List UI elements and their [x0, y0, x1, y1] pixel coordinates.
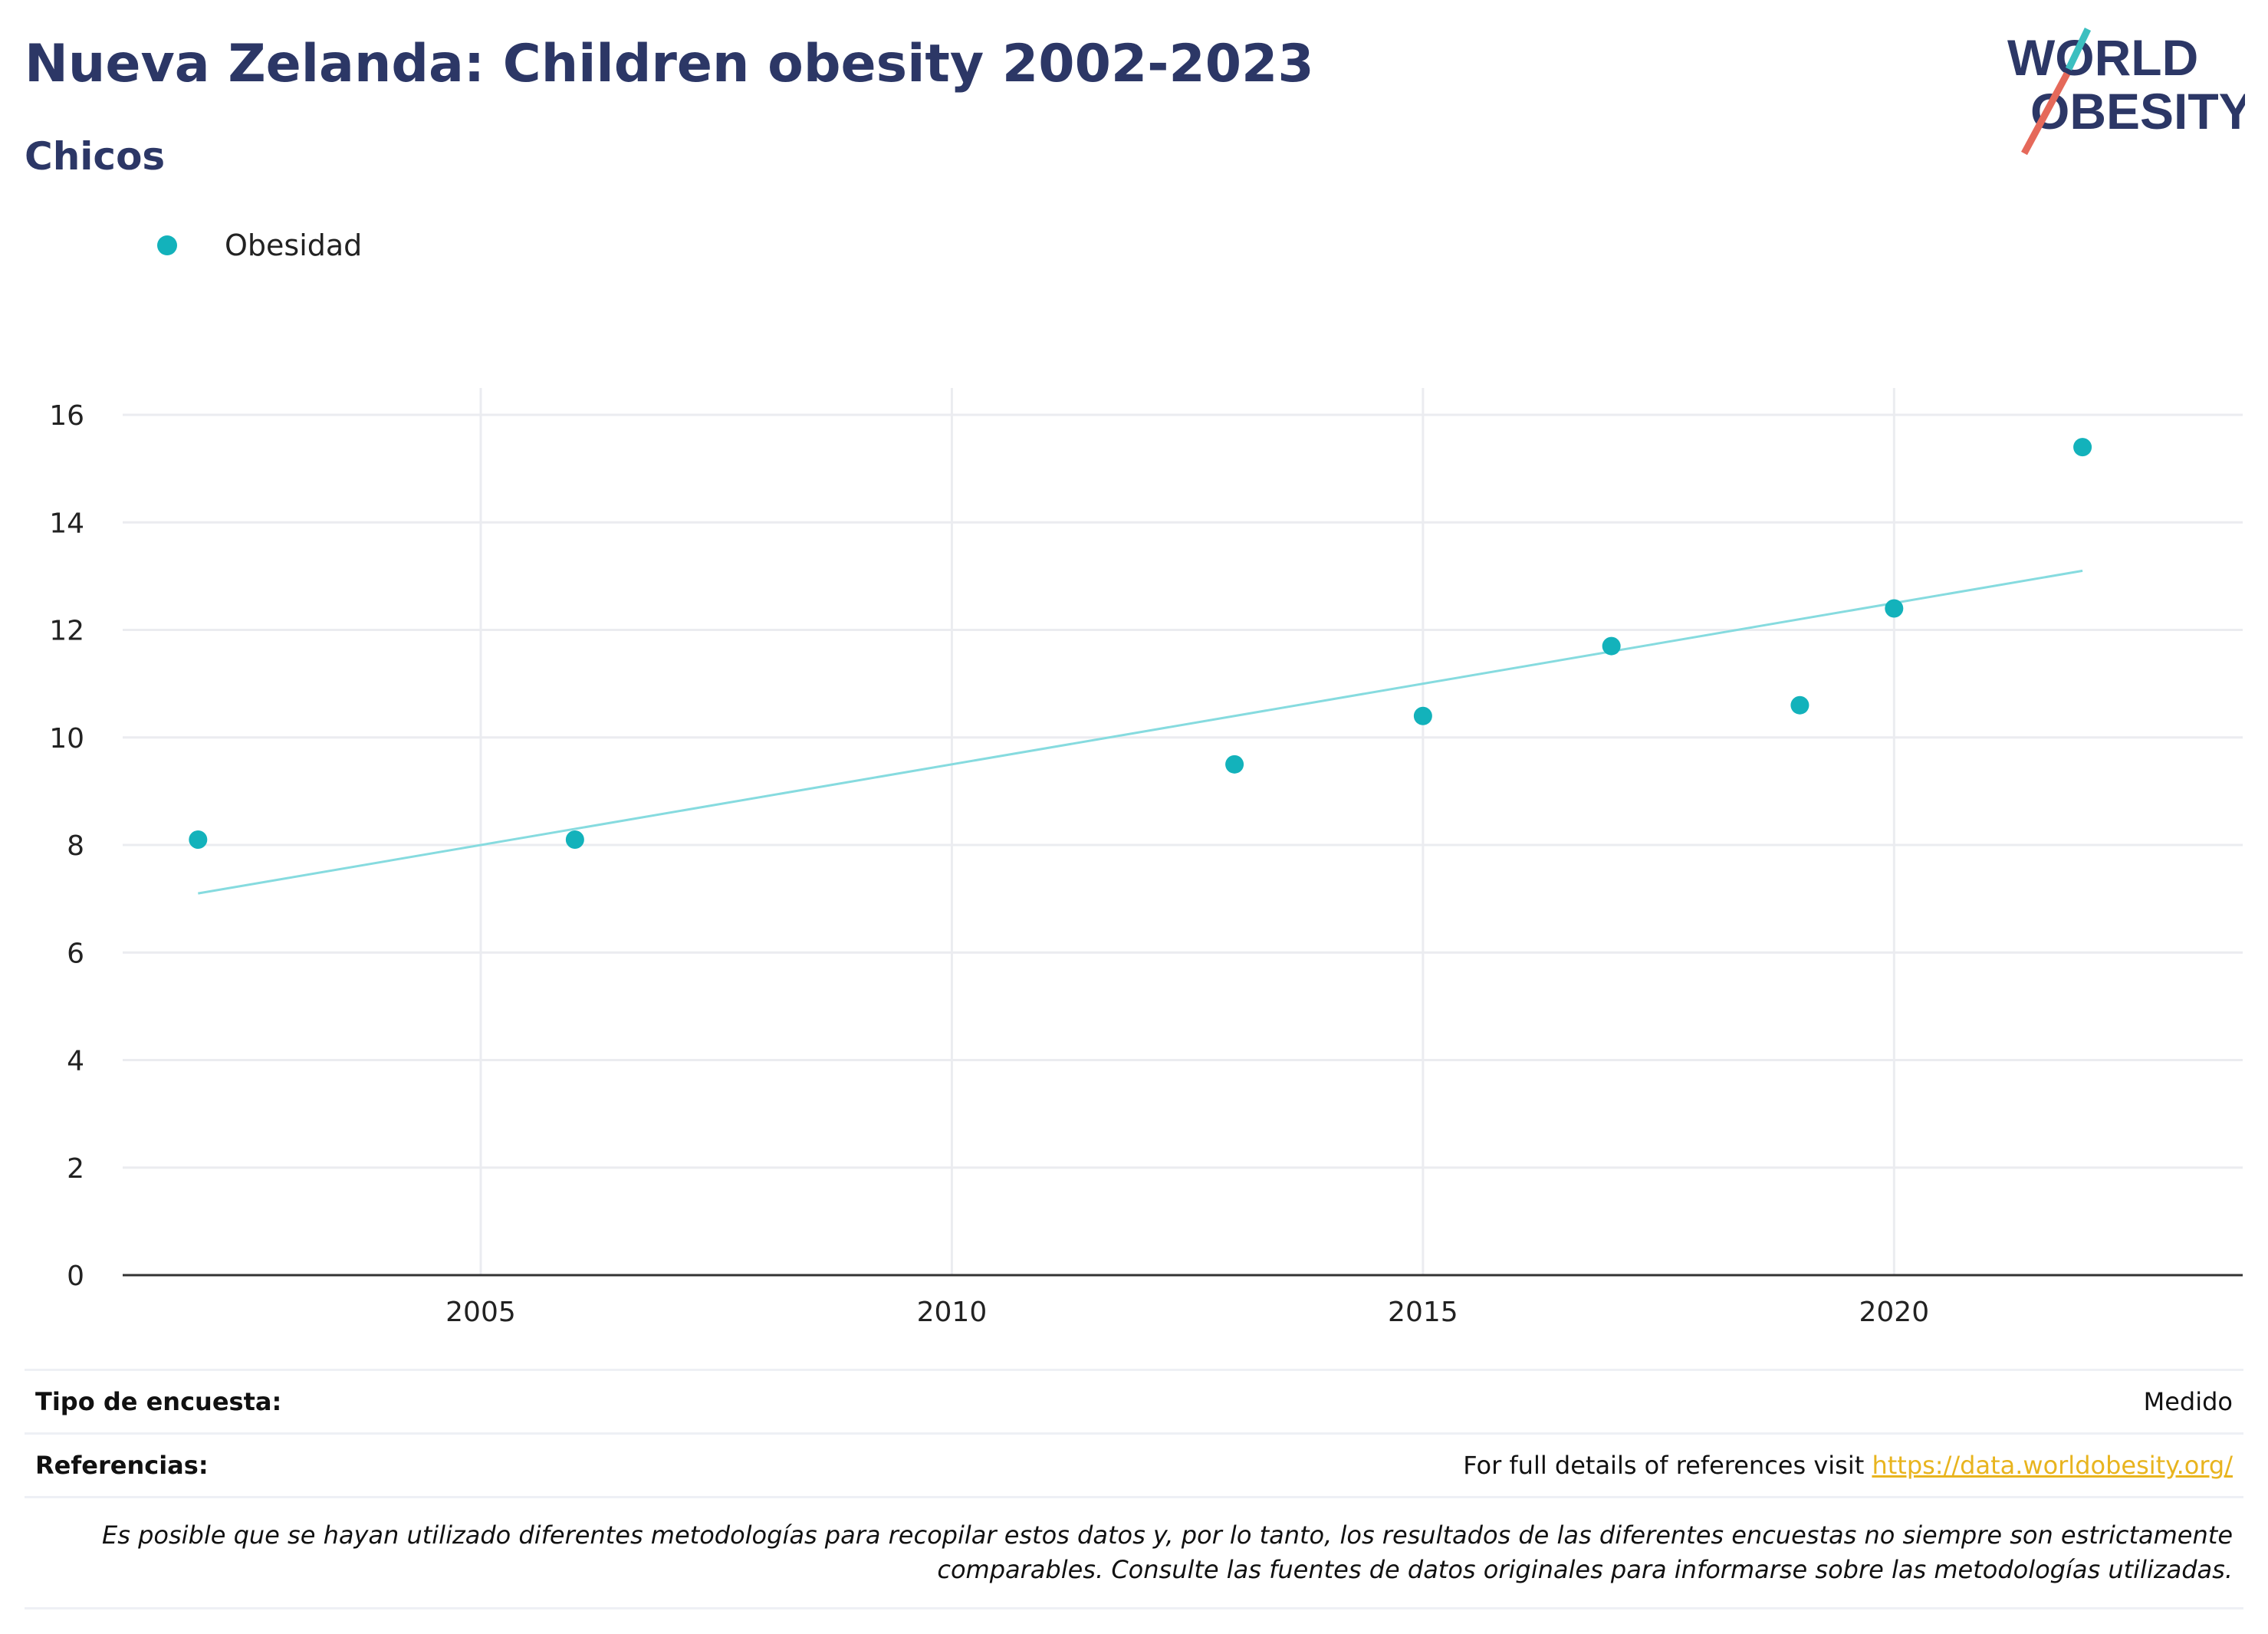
- logo-line-1: WORLD: [2007, 29, 2198, 86]
- survey-type-value: Medido: [2143, 1387, 2233, 1416]
- trend-layer: [198, 569, 2083, 895]
- survey-type-label: Tipo de encuesta:: [35, 1387, 282, 1416]
- data-point: [565, 830, 584, 850]
- references-text: For full details of references visit: [1463, 1451, 1872, 1480]
- data-point: [1225, 755, 1244, 774]
- chart-subtitle: Chicos: [25, 134, 166, 179]
- data-point: [1602, 636, 1621, 656]
- y-tick-label: 10: [49, 723, 84, 755]
- references-label: Referencias:: [35, 1451, 209, 1480]
- x-tick-label: 2010: [917, 1297, 988, 1327]
- legend-label: Obesidad: [225, 228, 363, 262]
- y-tick-label: 14: [49, 508, 84, 539]
- world-obesity-logo: WORLD OBESITY: [2007, 28, 2245, 156]
- data-point: [1790, 695, 1809, 715]
- tick-layer: 0 2 4 6 8 10 12 14 16 2005 2010 2015 2020: [49, 400, 1929, 1327]
- references-value: For full details of references visit htt…: [1463, 1451, 2233, 1480]
- data-point: [2073, 438, 2092, 457]
- x-tick-label: 2005: [445, 1297, 516, 1327]
- survey-type-row: Tipo de encuesta: Medido: [25, 1369, 2243, 1432]
- grid-layer: [123, 388, 2243, 1277]
- y-tick-label: 4: [67, 1046, 84, 1077]
- data-point: [1885, 599, 1904, 618]
- data-point: [189, 830, 208, 850]
- y-tick-label: 6: [67, 938, 84, 969]
- x-tick-label: 2015: [1388, 1297, 1458, 1327]
- references-row: Referencias: For full details of referen…: [25, 1432, 2243, 1496]
- legend-marker: [157, 235, 177, 255]
- y-tick-label: 12: [49, 616, 84, 647]
- methodology-note: Es posible que se hayan utilizado difere…: [25, 1496, 2243, 1609]
- references-link[interactable]: https://data.worldobesity.org/: [1872, 1451, 2233, 1480]
- chart-title: Nueva Zelanda: Children obesity 2002-202…: [25, 34, 1314, 94]
- logo-slash-teal: [2065, 28, 2092, 71]
- logo-slash-coral: [2021, 71, 2070, 156]
- scatter-chart: 0 2 4 6 8 10 12 14 16 2005 2010 2015 2020: [49, 388, 2243, 1327]
- y-tick-label: 8: [67, 830, 84, 862]
- y-tick-label: 2: [67, 1153, 84, 1185]
- logo-line-2: OBESITY: [2030, 83, 2245, 140]
- y-tick-label: 16: [49, 400, 84, 432]
- legend[interactable]: Obesidad: [157, 228, 362, 262]
- x-tick-label: 2020: [1859, 1297, 1929, 1327]
- point-layer: [189, 438, 2092, 850]
- data-point: [1413, 706, 1432, 725]
- y-tick-label: 0: [67, 1261, 84, 1292]
- trend-line: [198, 569, 2083, 895]
- footer-table: Tipo de encuesta: Medido Referencias: Fo…: [25, 1369, 2243, 1609]
